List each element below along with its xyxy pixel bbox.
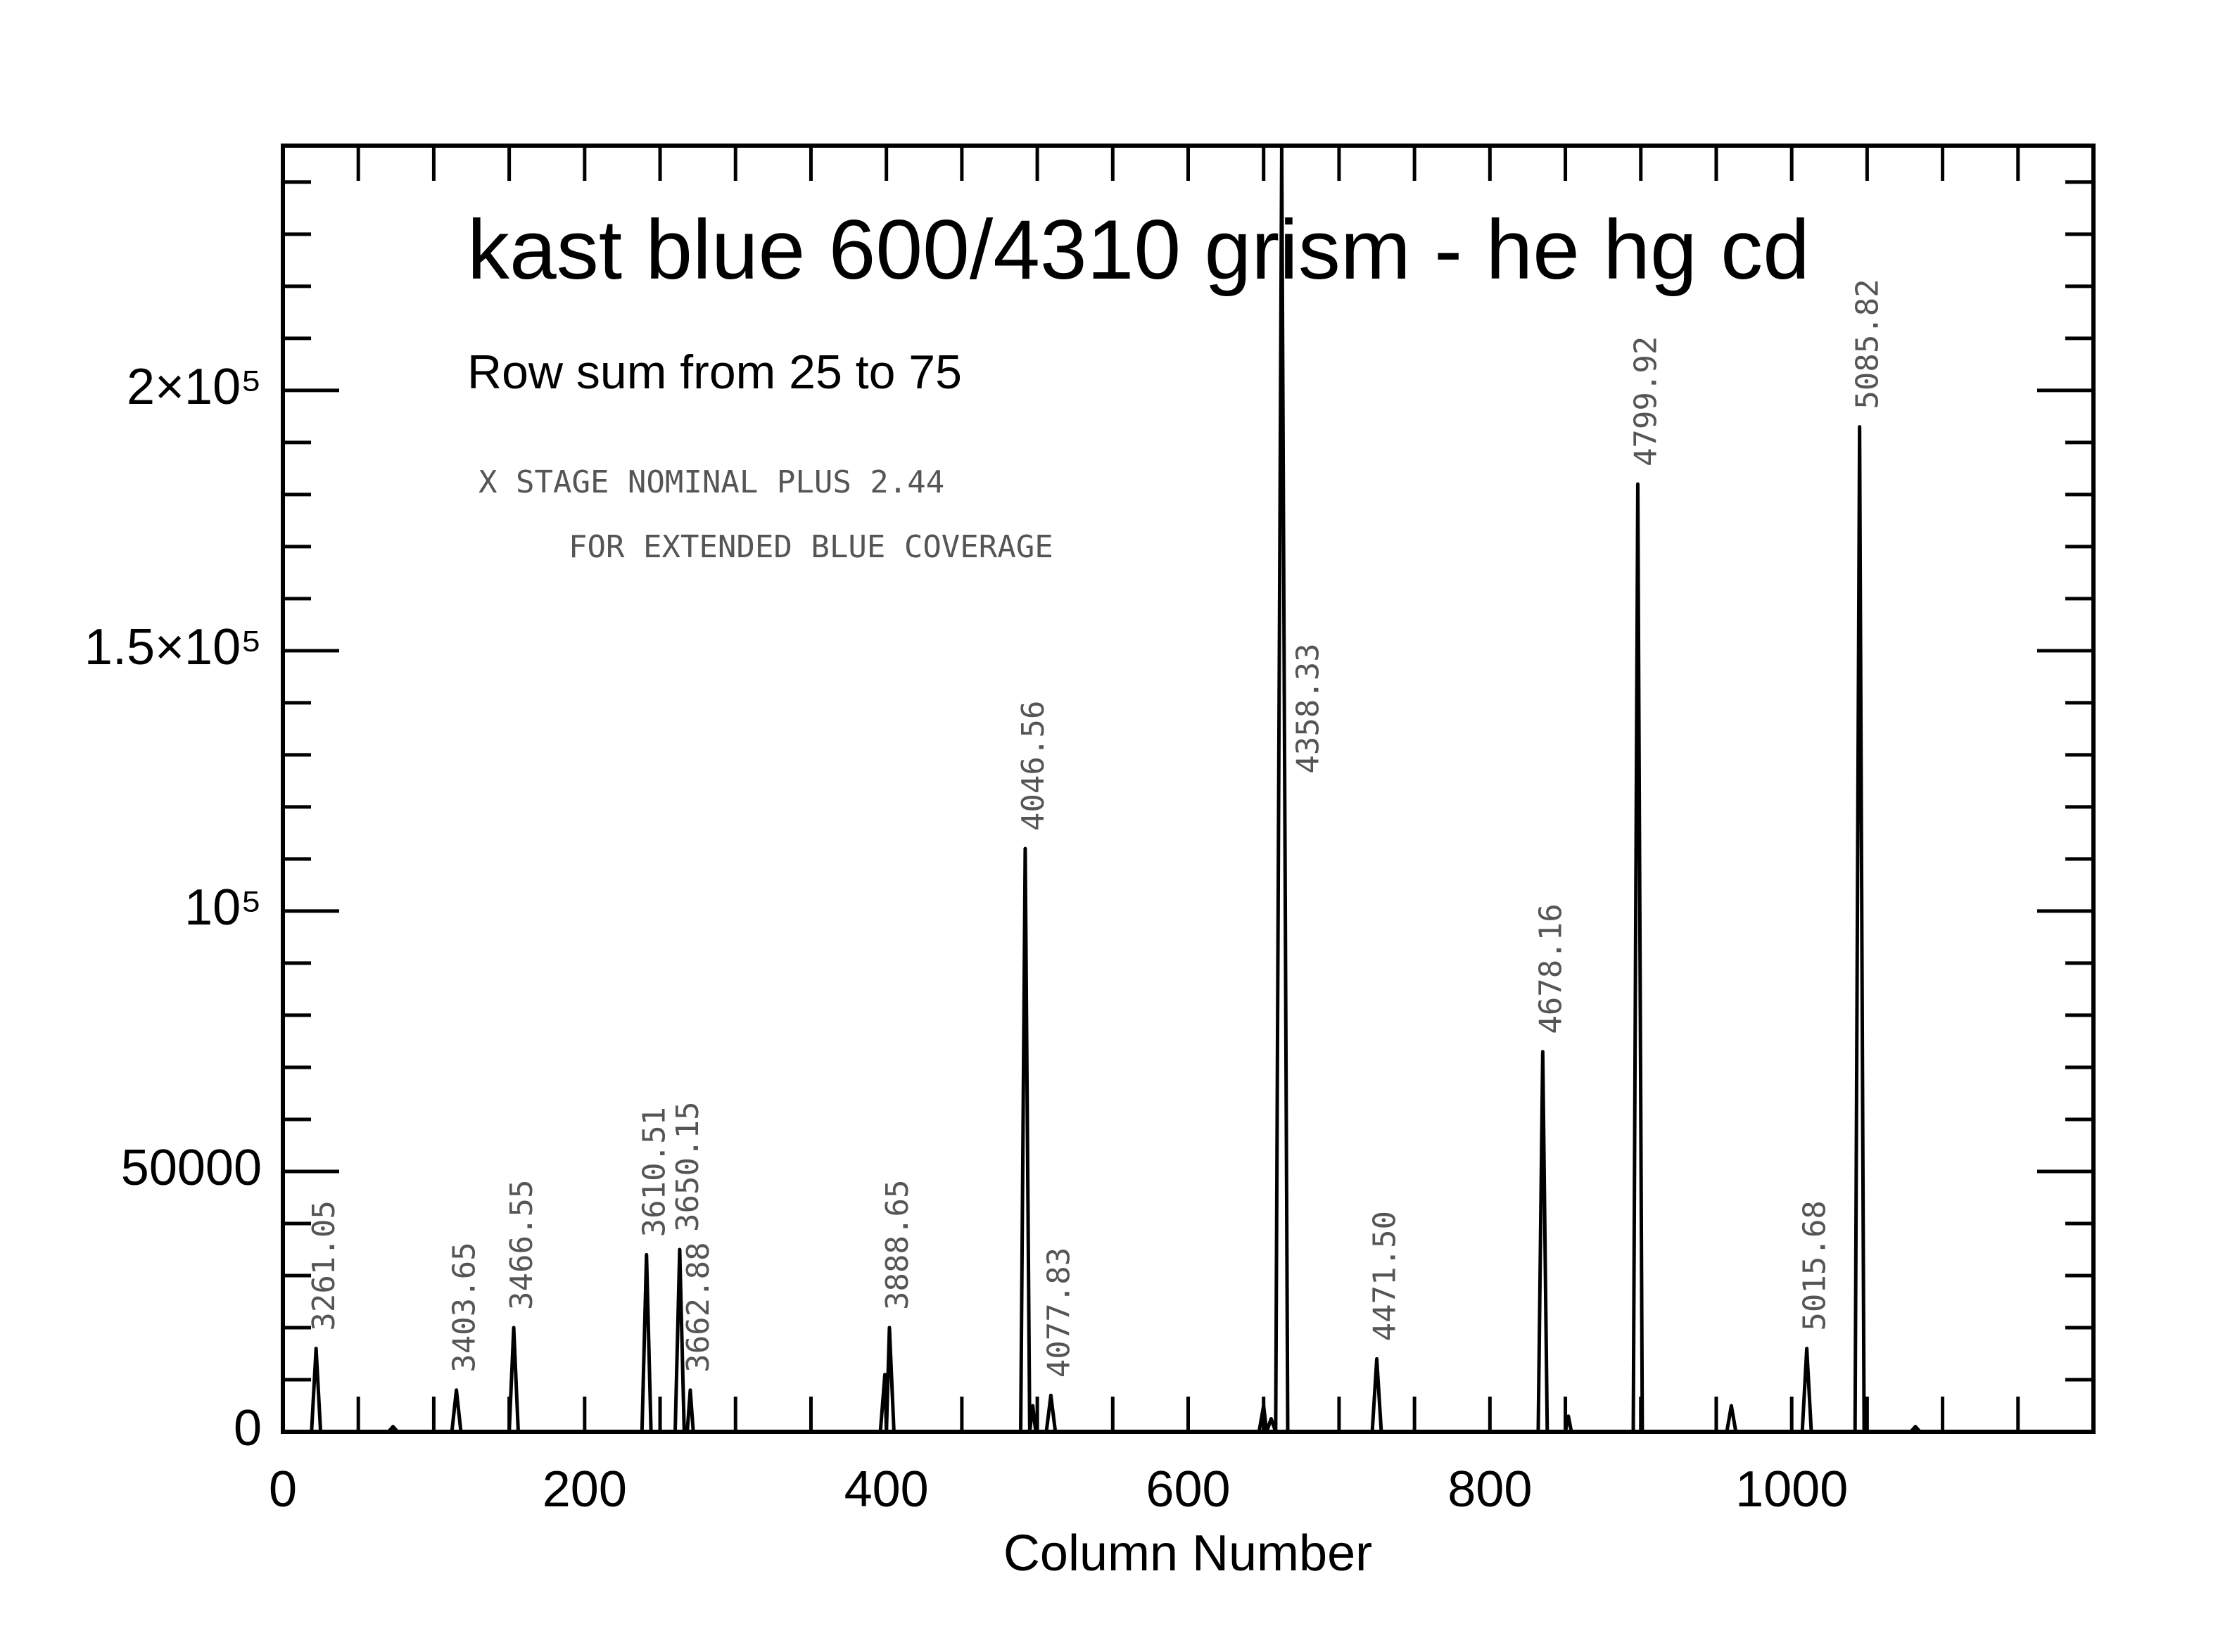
peak-label: 4046.56	[1015, 701, 1051, 831]
chart-subtitle: Row sum from 25 to 75	[467, 345, 962, 399]
x-tick-label: 0	[269, 1461, 297, 1518]
y-tick-label: 1.5×10⁵	[84, 619, 262, 675]
peak-label: 3662.88	[680, 1242, 716, 1372]
x-tick-label: 1000	[1735, 1461, 1848, 1518]
peak-label: 4678.16	[1533, 903, 1569, 1034]
y-tick-label: 0	[234, 1400, 262, 1456]
x-tick-label: 200	[543, 1461, 627, 1518]
peak-label: 4358.33	[1290, 643, 1326, 773]
handwritten-note: X STAGE NOMINAL PLUS 2.44	[479, 464, 944, 500]
y-tick-label: 10⁵	[184, 879, 262, 936]
peak-label: 3610.51	[637, 1107, 673, 1237]
peak-label: 3888.65	[880, 1180, 915, 1310]
y-tick-label: 2×10⁵	[127, 359, 262, 415]
peak-label: 3403.65	[447, 1242, 483, 1372]
peak-label: 5015.68	[1797, 1200, 1833, 1330]
x-tick-label: 600	[1146, 1461, 1230, 1518]
x-tick-label: 800	[1447, 1461, 1532, 1518]
peak-label: 3650.15	[670, 1102, 706, 1232]
peak-label: 3261.05	[306, 1200, 342, 1330]
y-tick-label: 50000	[121, 1140, 262, 1196]
x-tick-label: 400	[844, 1461, 929, 1518]
spectrum-line	[305, 146, 2003, 1432]
peak-label: 4077.83	[1041, 1247, 1077, 1378]
chart-title: kast blue 600/4310 grism - he hg cd	[467, 203, 1810, 297]
x-axis-label: Column Number	[1003, 1525, 1372, 1582]
handwritten-note: FOR EXTENDED BLUE COVERAGE	[569, 529, 1053, 565]
peak-label: 4471.50	[1367, 1211, 1403, 1341]
peak-label: 4799.92	[1628, 336, 1664, 466]
peak-label: 5085.82	[1850, 279, 1886, 409]
peak-label: 3466.55	[504, 1180, 540, 1310]
